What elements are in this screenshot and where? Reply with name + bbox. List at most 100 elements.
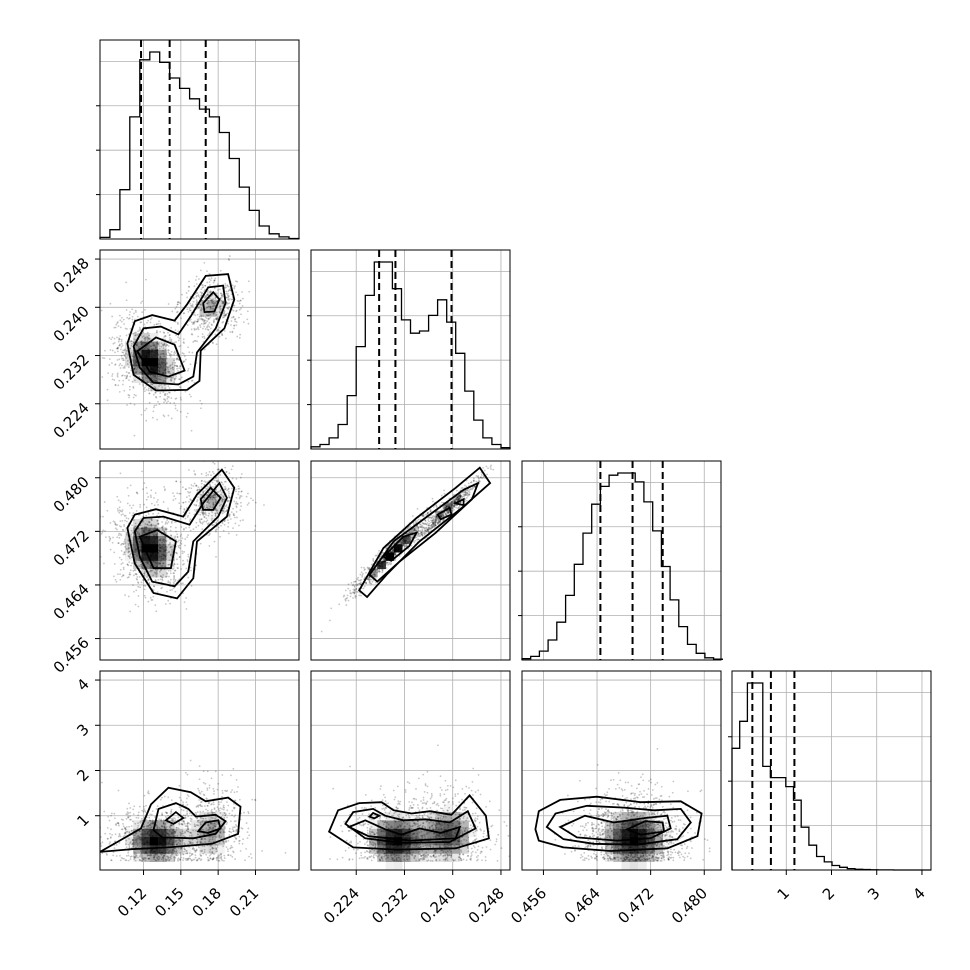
sample-point [182, 559, 184, 562]
sample-point [123, 551, 126, 554]
sample-point [138, 835, 141, 838]
sample-point [200, 482, 203, 485]
sample-point [118, 511, 121, 514]
sample-point [217, 480, 220, 482]
sample-point [387, 552, 390, 555]
sample-point [170, 534, 172, 537]
sample-point [166, 366, 169, 369]
sample-point [153, 585, 155, 588]
sample-point [138, 533, 141, 536]
sample-point [155, 576, 158, 578]
sample-point [162, 391, 165, 393]
sample-point [435, 506, 438, 509]
sample-point [163, 336, 166, 338]
sample-point [161, 367, 164, 369]
sample-point [152, 561, 155, 563]
sample-point [141, 550, 143, 553]
sample-point [196, 301, 199, 304]
sample-point [198, 488, 201, 491]
sample-point [150, 368, 153, 371]
sample-point [197, 295, 200, 298]
sample-point [163, 415, 166, 418]
sample-point [149, 365, 152, 368]
density-cell [216, 502, 225, 512]
sample-point [151, 547, 154, 549]
sample-point [407, 527, 410, 529]
sample-point [431, 516, 434, 519]
sample-point [151, 819, 154, 822]
sample-point [170, 350, 173, 353]
sample-point [136, 555, 139, 558]
sample-point [384, 563, 387, 566]
sample-point [150, 841, 153, 844]
sample-point [152, 393, 155, 396]
sample-point [439, 515, 442, 518]
sample-point [172, 581, 175, 584]
sample-point [187, 514, 190, 517]
sample-point [142, 521, 144, 523]
sample-point [144, 338, 147, 341]
sample-point [150, 382, 153, 384]
sample-point [191, 305, 194, 307]
sample-point [154, 368, 157, 370]
contour-line [133, 481, 228, 588]
sample-point [117, 542, 120, 545]
sample-point [435, 517, 438, 520]
sample-point [374, 574, 377, 577]
sample-point [162, 414, 165, 417]
sample-point [158, 370, 161, 373]
sample-point [458, 506, 460, 509]
sample-point [398, 544, 401, 546]
sample-point [169, 378, 172, 381]
sample-point [394, 547, 397, 550]
sample-point [159, 547, 162, 550]
sample-point [140, 340, 143, 342]
sample-point [173, 350, 176, 353]
sample-point [127, 812, 130, 814]
sample-point [397, 546, 399, 549]
sample-point [116, 536, 119, 539]
sample-point [157, 512, 160, 515]
sample-point [155, 395, 157, 398]
sample-point [120, 563, 123, 565]
sample-point [150, 555, 153, 558]
sample-point [383, 558, 386, 561]
sample-point [190, 584, 193, 587]
sample-point [148, 521, 151, 523]
sample-point [152, 365, 155, 367]
contour-line [126, 273, 236, 392]
sample-point [206, 293, 209, 296]
sample-point [164, 348, 167, 351]
sample-point [150, 539, 153, 542]
sample-point [200, 306, 203, 309]
sample-point [224, 510, 227, 513]
sample-point [174, 521, 176, 523]
sample-point [205, 504, 208, 507]
sample-point [221, 481, 223, 484]
sample-point [166, 344, 169, 347]
density-cell [149, 568, 159, 578]
sample-point [167, 543, 170, 546]
density-cell [443, 502, 453, 512]
sample-point [151, 543, 154, 545]
sample-point [151, 348, 154, 351]
sample-point [232, 512, 235, 515]
sample-point [125, 520, 128, 523]
sample-point [176, 536, 179, 539]
sample-point [165, 576, 167, 578]
sample-point [200, 486, 203, 488]
sample-point [435, 515, 438, 518]
sample-point [128, 394, 131, 397]
sample-point [163, 854, 166, 857]
sample-point [440, 515, 443, 518]
sample-point [419, 526, 422, 529]
sample-point [403, 538, 405, 541]
sample-point [137, 595, 140, 597]
sample-point [93, 314, 95, 316]
sample-point [150, 849, 153, 852]
sample-point [232, 507, 234, 510]
sample-point [152, 528, 155, 531]
sample-point [150, 365, 153, 368]
sample-point [118, 338, 120, 341]
sample-point [362, 573, 364, 575]
